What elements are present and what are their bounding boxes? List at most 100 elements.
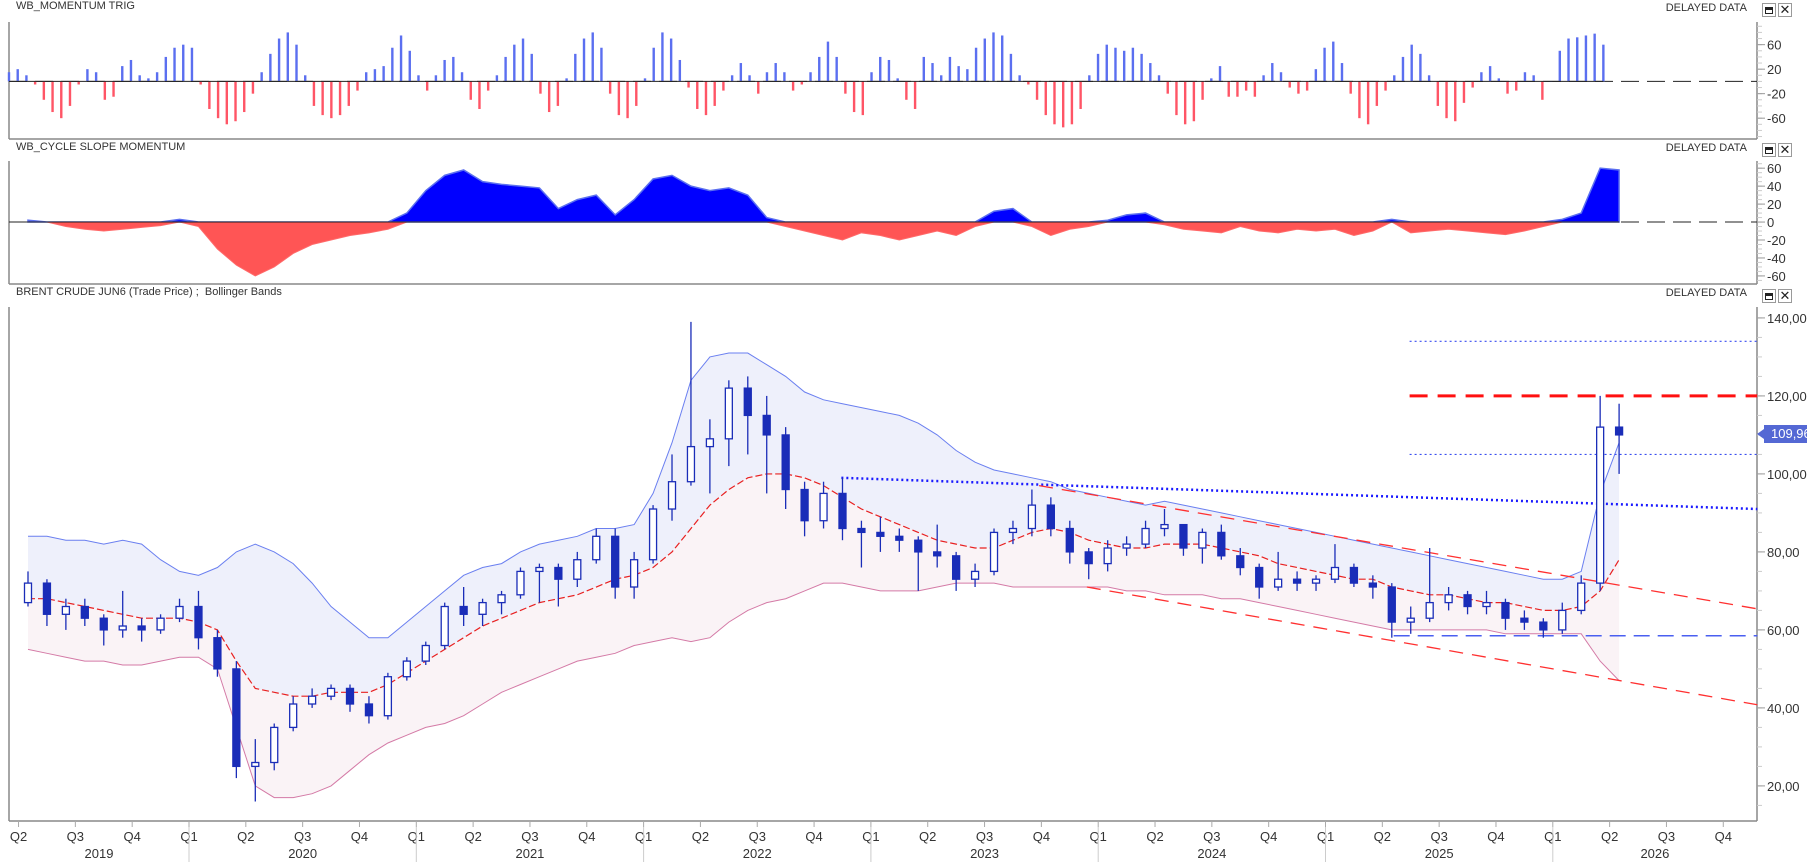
momentum-bar (1297, 81, 1300, 94)
momentum-bar (1454, 81, 1457, 122)
candle-up (819, 492, 828, 522)
candle-down (1349, 566, 1359, 584)
candle-up (1406, 617, 1415, 623)
close-button[interactable]: ✕ (1778, 143, 1792, 157)
candle-down (459, 605, 468, 615)
maximize-button[interactable] (1762, 289, 1776, 303)
momentum-bar (643, 78, 647, 82)
candle-down (1501, 601, 1510, 619)
y-tick-label: 60 (1767, 161, 1781, 176)
last-price-tag: 109,96 (1757, 425, 1807, 443)
momentum-bar (382, 66, 385, 82)
candle-up (421, 644, 430, 662)
candle-down (1614, 426, 1624, 436)
momentum-bar (1218, 66, 1222, 82)
momentum-bar (809, 72, 812, 82)
candle-up (326, 687, 336, 697)
candle-up (251, 761, 260, 768)
maximize-icon (1765, 146, 1773, 154)
candle-down (345, 687, 355, 705)
momentum-bar (861, 81, 865, 116)
momentum-bar (1061, 81, 1065, 128)
momentum-bar (1602, 44, 1605, 82)
momentum-bar (565, 78, 568, 82)
candle-down (781, 434, 790, 491)
candle-down (895, 535, 904, 541)
candle-up (1122, 543, 1131, 549)
momentum-bar (983, 38, 986, 82)
candle-down (1368, 582, 1378, 588)
momentum-bar (1366, 81, 1370, 125)
momentum-bar (1166, 81, 1169, 94)
candle-up (705, 438, 715, 448)
momentum-bar (478, 81, 481, 109)
momentum-bar (347, 81, 350, 106)
candle-up (23, 582, 33, 604)
quarter-label: Q3 (521, 829, 538, 844)
quarter-label: Q3 (294, 829, 311, 844)
momentum-bar (574, 53, 577, 82)
close-icon: ✕ (1779, 288, 1791, 303)
momentum-bar (1471, 81, 1474, 88)
momentum-bar (922, 56, 925, 82)
quarter-label: Q4 (578, 829, 595, 844)
year-label: 2024 (1197, 846, 1226, 861)
y-tick-label: -40 (1767, 251, 1786, 266)
maximize-button[interactable] (1762, 3, 1776, 17)
momentum-bar (800, 81, 804, 85)
momentum-bar (1576, 37, 1579, 82)
momentum-bar (617, 81, 621, 116)
y-tick-label: 20,00 (1767, 779, 1800, 794)
candle-up (1273, 578, 1283, 588)
momentum-bar (1410, 44, 1413, 82)
momentum-bar (190, 47, 194, 82)
candle-up (1141, 527, 1150, 545)
momentum-bar (1088, 75, 1091, 82)
close-button[interactable]: ✕ (1778, 3, 1792, 17)
momentum-bar (1349, 81, 1352, 94)
candle-down (1046, 504, 1055, 530)
momentum-bar (722, 81, 725, 91)
momentum-bar (1515, 81, 1518, 91)
momentum-bar (1122, 50, 1126, 82)
momentum-bar (121, 66, 124, 82)
candle-up (989, 531, 999, 573)
momentum-bar (495, 75, 499, 82)
momentum-bar (1201, 81, 1204, 100)
year-label: 2020 (288, 846, 317, 861)
momentum-bar (1323, 47, 1326, 82)
momentum-bar (948, 56, 952, 82)
y-tick-label: 20 (1767, 197, 1781, 212)
momentum-bar (556, 81, 560, 106)
momentum-bar (844, 81, 847, 94)
momentum-bar (1018, 75, 1021, 82)
maximize-button[interactable] (1762, 143, 1776, 157)
y-tick-label: 40 (1767, 179, 1781, 194)
quarter-label: Q3 (1430, 829, 1447, 844)
momentum-bar (713, 81, 716, 106)
close-button[interactable]: ✕ (1778, 289, 1792, 303)
candle-up (648, 508, 658, 561)
y-tick-label: 80,00 (1767, 545, 1800, 560)
momentum-bar (68, 81, 72, 106)
candle-down (1292, 578, 1302, 584)
momentum-bar (1584, 35, 1588, 82)
momentum-bar (425, 81, 429, 91)
momentum-bar (399, 35, 403, 82)
candle-up (402, 660, 411, 678)
momentum-bar (1035, 81, 1039, 100)
candle-up (1027, 504, 1037, 530)
candle-down (800, 488, 809, 522)
positive-area (27, 167, 1620, 223)
momentum-bar (1462, 81, 1466, 103)
momentum-bar (138, 75, 141, 82)
momentum-bar (147, 78, 150, 82)
year-label: 2019 (85, 846, 114, 861)
momentum-bar (905, 81, 908, 100)
momentum-bar (330, 81, 333, 119)
candle-up (270, 726, 279, 764)
y-tick-label: -60 (1767, 269, 1786, 284)
momentum-bar (992, 32, 995, 82)
momentum-bar (1131, 47, 1135, 82)
momentum-bar (748, 75, 751, 82)
